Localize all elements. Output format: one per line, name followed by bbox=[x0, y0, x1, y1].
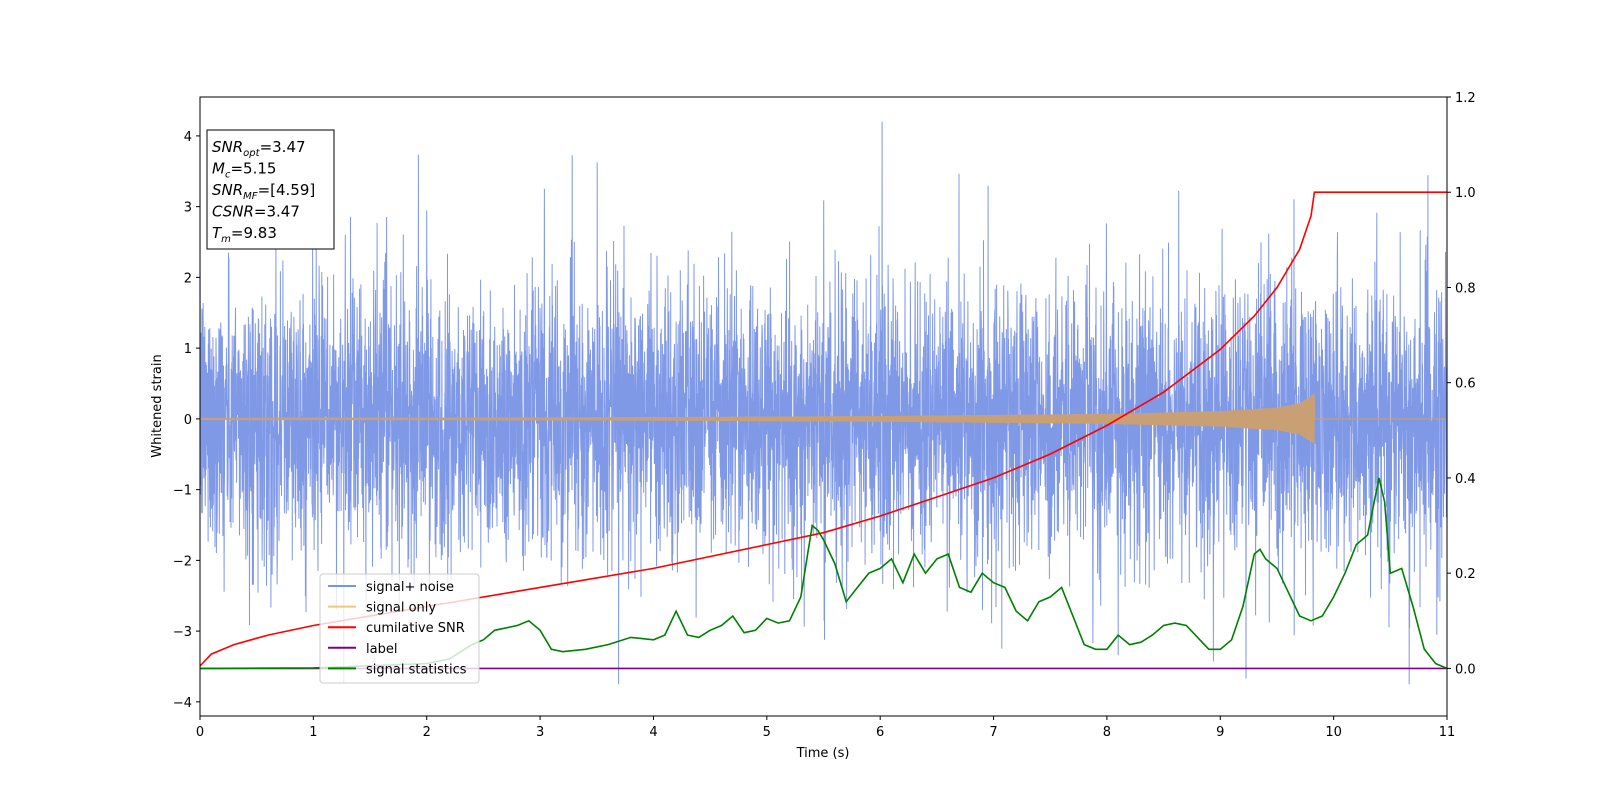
y-tick-label: 3 bbox=[184, 201, 192, 216]
legend-label: signal only bbox=[366, 601, 436, 616]
y2-tick-label: 0.4 bbox=[1455, 472, 1476, 487]
x-tick-label: 3 bbox=[536, 725, 544, 740]
legend-label: signal statistics bbox=[366, 662, 467, 677]
plot-frame bbox=[199, 96, 1448, 717]
x-tick-label: 0 bbox=[196, 725, 204, 740]
info-line: Tm=9.83 bbox=[212, 224, 277, 245]
x-axis-label: Time (s) bbox=[796, 746, 850, 761]
x-tick-label: 2 bbox=[423, 725, 431, 740]
x-tick-label: 4 bbox=[649, 725, 657, 740]
info-line: SNRMF=[4.59] bbox=[212, 181, 315, 202]
y2-tick-label: 0.8 bbox=[1455, 281, 1476, 296]
x-tick-label: 8 bbox=[1103, 725, 1111, 740]
x-tick-label: 9 bbox=[1216, 725, 1224, 740]
x-tick-label: 5 bbox=[763, 725, 771, 740]
y2-tick-label: 0.0 bbox=[1455, 662, 1476, 677]
signal-statistics-line bbox=[200, 477, 1447, 670]
y-tick-label: −3 bbox=[173, 625, 192, 640]
x-tick-label: 7 bbox=[989, 725, 997, 740]
x-tick-label: 11 bbox=[1439, 725, 1456, 740]
x-tick-label: 10 bbox=[1325, 725, 1342, 740]
signal-only-series bbox=[200, 394, 1447, 444]
legend: signal+ noise signal only cumilative SNR la… bbox=[319, 573, 480, 684]
y2-tick-label: 1.0 bbox=[1455, 186, 1476, 201]
info-line: SNRopt=3.47 bbox=[212, 138, 306, 159]
y-tick-label: −4 bbox=[173, 696, 192, 711]
x-tick-label: 1 bbox=[309, 725, 317, 740]
y2-tick-label: 1.2 bbox=[1455, 91, 1476, 106]
legend-label: signal+ noise bbox=[366, 580, 454, 595]
y-tick-label: −2 bbox=[173, 554, 192, 569]
y-tick-label: 0 bbox=[184, 413, 192, 428]
info-line: CSNR=3.47 bbox=[212, 203, 300, 221]
x-tick-label: 6 bbox=[876, 725, 884, 740]
y2-tick-label: 0.6 bbox=[1455, 377, 1476, 392]
y2-tick-label: 0.2 bbox=[1455, 567, 1476, 582]
y-tick-label: −1 bbox=[173, 484, 192, 499]
legend-label: cumilative SNR bbox=[366, 621, 465, 636]
y-tick-label: 4 bbox=[184, 130, 192, 145]
legend-label: label bbox=[366, 642, 397, 657]
info-line: Mc=5.15 bbox=[212, 160, 276, 181]
signal-only-line bbox=[200, 394, 1447, 444]
cumilative-snr-line bbox=[200, 191, 1447, 667]
y-axis-label: Whitened strain bbox=[150, 354, 165, 457]
y-tick-label: 2 bbox=[184, 271, 192, 286]
y-tick-label: 1 bbox=[184, 342, 192, 357]
